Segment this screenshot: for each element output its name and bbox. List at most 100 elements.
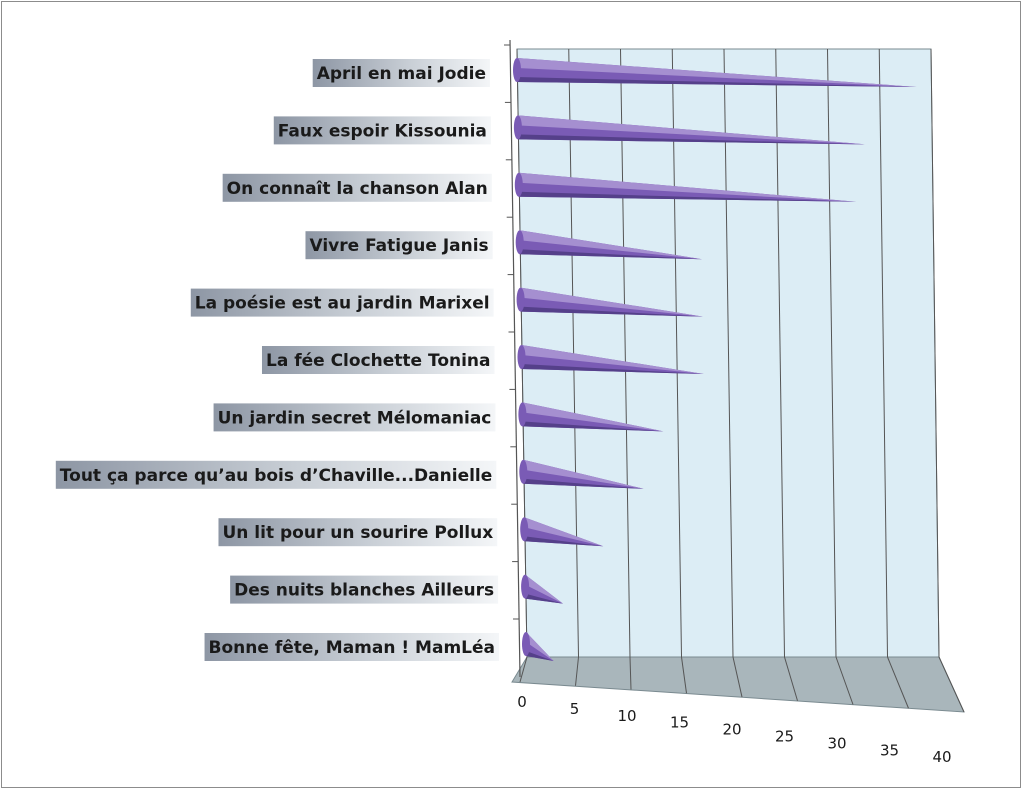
gridline (671, 48, 682, 658)
floor-gridline (681, 656, 687, 694)
cone-bar-base (513, 115, 522, 140)
category-label-bg (213, 403, 496, 432)
cone-bar (513, 58, 917, 87)
cone-bar-highlight (526, 632, 554, 661)
cone-bar-base (516, 287, 525, 312)
category-label: On connaît la chanson Alan (227, 179, 488, 199)
cone-bar (518, 402, 664, 432)
category-label-bg (261, 346, 495, 374)
cone-bar (521, 574, 564, 604)
cone-bar-highlight (520, 287, 703, 317)
cone-bar-base (518, 402, 527, 427)
cone-bar (513, 115, 866, 145)
floor-gridline (519, 656, 528, 683)
gridline (827, 48, 837, 658)
cone-bar-base (520, 517, 529, 542)
x-tick-label: 0 (517, 693, 527, 711)
cone-bars (513, 58, 917, 661)
x-tick-label: 30 (827, 734, 846, 752)
floor-gridline (887, 656, 909, 709)
cone-bar-highlight (523, 459, 644, 489)
gridline (775, 48, 785, 658)
floor-gridline (732, 656, 743, 698)
floor-gridline (938, 656, 965, 713)
x-tick-label: 35 (880, 741, 899, 759)
category-label-bg (222, 173, 492, 202)
cone-bar-base (513, 58, 521, 82)
category-label-bg (55, 460, 497, 489)
cone-bar-shadow (525, 593, 564, 604)
gridline (620, 48, 631, 658)
x-tick-label: 5 (570, 700, 580, 718)
category-label-bg (273, 116, 491, 145)
floor (511, 656, 965, 713)
cone-bar-shadow (521, 364, 704, 374)
x-tick-label: 25 (775, 728, 794, 746)
gridline (878, 48, 888, 658)
category-label-bg (218, 518, 498, 547)
cone-bar-shadow (517, 77, 917, 87)
x-tick-label: 20 (722, 721, 741, 739)
cone-bar-highlight (525, 574, 564, 604)
cone-bar (519, 459, 644, 489)
cone-bar-base (522, 632, 530, 656)
floor-gridline (575, 656, 579, 686)
cone-bar-highlight (519, 230, 703, 260)
cone-bar (515, 230, 703, 260)
floor-gridline (784, 656, 798, 701)
cone-bar-highlight (521, 345, 704, 374)
category-label: Tout ça parce qu’au bois d’Chaville...Da… (60, 466, 493, 486)
category-label: April en mai Jodie (317, 64, 486, 84)
category-label: Un lit pour un sourire Pollux (222, 523, 493, 543)
cone-bar-highlight (517, 58, 917, 87)
category-label-bg (204, 633, 499, 661)
cone-bar-highlight (522, 402, 664, 432)
cone-bar (520, 517, 604, 547)
floor-gridline (835, 656, 854, 705)
x-axis-ticks: 0 5 10 15 20 25 30 35 40 (517, 693, 951, 766)
cone-bar-shadow (520, 306, 703, 317)
category-label: Vivre Fatigue Janis (309, 236, 488, 256)
cone-bar-base (519, 459, 528, 484)
floor-gridline (629, 656, 632, 690)
category-label: Bonne fête, Maman ! MamLéa (209, 638, 495, 658)
category-label-bg (312, 59, 490, 87)
cone-bar (522, 632, 554, 661)
gridline (723, 48, 734, 658)
gridline (568, 48, 579, 658)
cone-bar (516, 287, 703, 317)
cone-bar-shadow (526, 651, 554, 661)
cone-bar (514, 172, 857, 202)
cone-bar-base (521, 574, 530, 599)
category-label: La poésie est au jardin Marixel (195, 294, 490, 314)
category-label-bg (190, 288, 494, 317)
category-label: Des nuits blanches Ailleurs (234, 581, 494, 601)
cone-bar (517, 345, 704, 374)
cone-bar-shadow (524, 536, 604, 547)
cone-bar-base (514, 172, 523, 197)
category-label: Faux espoir Kissounia (278, 121, 487, 141)
gridlines (516, 48, 965, 713)
category-label-bg (230, 575, 499, 604)
cone-bar-highlight (518, 172, 857, 202)
gridline (930, 48, 940, 658)
x-tick-label: 40 (932, 748, 951, 766)
category-label: La fée Clochette Tonina (266, 351, 491, 371)
cone-bar-base (517, 345, 526, 369)
category-labels: April en mai Jodie Faux espoir Kissounia O… (55, 44, 519, 661)
category-label-bg (305, 231, 493, 260)
cone-bar-shadow (517, 134, 866, 145)
cone-bar-shadow (518, 191, 857, 202)
x-tick-label: 15 (670, 714, 689, 732)
category-label: Un jardin secret Mélomaniac (218, 408, 492, 428)
cone-bar-highlight (517, 115, 866, 145)
x-tick-label: 10 (617, 707, 636, 725)
cone-bar-highlight (524, 517, 604, 547)
cone-bar-shadow (519, 249, 703, 260)
cone-bar-base (515, 230, 524, 255)
cone-bar-shadow (522, 421, 664, 432)
cone-bar-shadow (523, 478, 644, 489)
y-axis-line (509, 39, 521, 678)
